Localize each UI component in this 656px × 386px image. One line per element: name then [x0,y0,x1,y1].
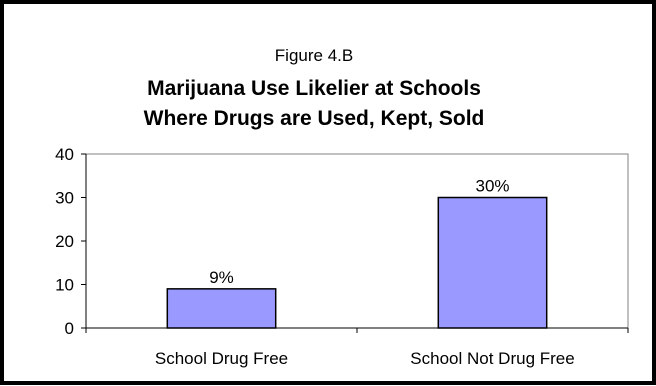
data-label: 30% [475,177,509,196]
figure-label: Figure 4.B [275,46,353,65]
category-label: School Not Drug Free [410,349,574,368]
y-tick-label: 30 [55,189,74,208]
data-labels: 9% 30% [209,177,509,287]
y-tick-label: 10 [55,276,74,295]
chart-svg: Figure 4.B Marijuana Use Likelier at Sch… [55,46,629,368]
chart-title-line-1: Marijuana Use Likelier at Schools [147,77,481,100]
data-label: 9% [209,268,234,287]
chart-title-line-2: Where Drugs are Used, Kept, Sold [144,107,485,130]
y-tick-label: 20 [55,232,74,251]
y-axis: 0 10 20 30 40 [55,145,87,338]
bar [166,288,277,329]
y-tick-label: 40 [55,145,74,164]
bar [437,196,548,329]
bars [166,196,548,329]
y-tick-label: 0 [65,319,74,338]
category-labels: School Drug Free School Not Drug Free [155,349,575,368]
category-label: School Drug Free [155,349,288,368]
